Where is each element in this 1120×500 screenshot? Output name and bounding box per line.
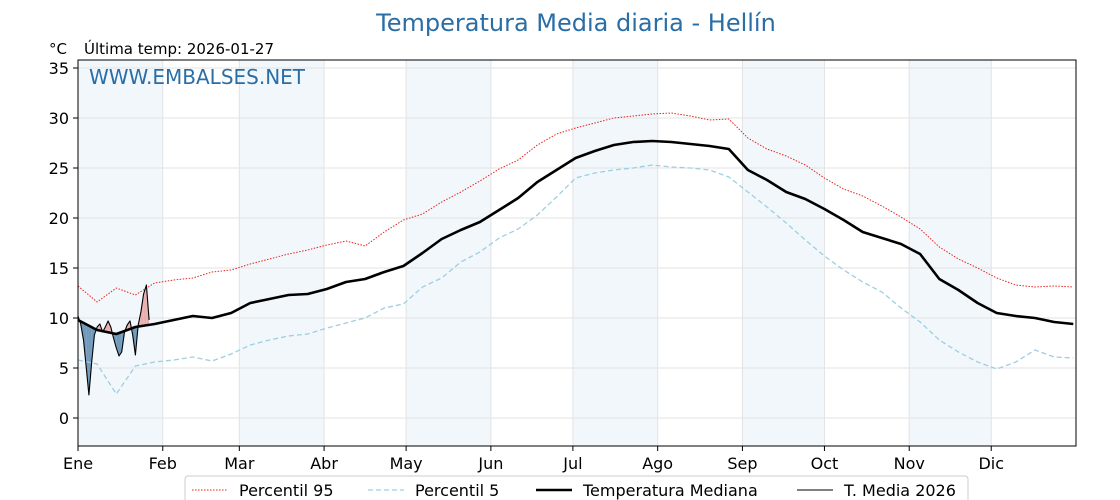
legend: Percentil 95 Percentil 5 Temperatura Media…	[184, 475, 969, 500]
anomaly-fill-warm	[127, 321, 130, 330]
series-lines	[77, 112, 1074, 396]
anomaly-fill-warm	[143, 285, 147, 326]
anomaly-fill-warm	[105, 321, 109, 333]
series-line-t-media-2026	[77, 284, 150, 396]
y-tick-label: 30	[49, 109, 69, 128]
x-tick-label: Jul	[562, 454, 582, 473]
series-line-percentil-5	[77, 164, 1074, 396]
x-tick-label: Dic	[978, 454, 1004, 473]
y-tick-label: 25	[49, 159, 69, 178]
y-tick-label: 15	[49, 259, 69, 278]
y-tick-label: 0	[59, 409, 69, 428]
legend-label: Percentil 5	[415, 481, 499, 500]
x-tick-label: Mar	[224, 454, 255, 473]
watermark: WWW.EMBALSES.NET	[89, 65, 306, 89]
x-tick-label: Ago	[642, 454, 673, 473]
x-tick-label: Abr	[310, 454, 338, 473]
y-tick-label: 5	[59, 359, 69, 378]
anomaly-fill-cold	[86, 324, 89, 395]
y-axis: 0 5 10 15 20 25 30 35	[49, 59, 78, 428]
plot-area	[77, 59, 1077, 447]
x-tick-label: Feb	[149, 454, 177, 473]
x-tick-label: May	[390, 454, 423, 473]
unit-label: °C	[49, 40, 67, 58]
legend-label: T. Media 2026	[843, 481, 956, 500]
legend-label: Temperatura Mediana	[582, 481, 758, 500]
y-tick-label: 10	[49, 309, 69, 328]
last-temp-label: Última temp: 2026-01-27	[84, 39, 274, 58]
x-tick-label: Oct	[811, 454, 839, 473]
series-line-temperatura-mediana	[77, 139, 1074, 336]
x-tick-label: Sep	[727, 454, 757, 473]
x-tick-label: Ene	[63, 454, 93, 473]
month-bands	[78, 60, 992, 446]
x-tick-label: Jun	[477, 454, 503, 473]
y-tick-label: 20	[49, 209, 69, 228]
month-band	[78, 60, 163, 446]
x-axis: Ene Feb Mar Abr May Jun Jul Ago Sep Oct Nov Dic	[63, 446, 1004, 473]
grid	[77, 60, 1076, 446]
anomaly-fill-cold	[116, 333, 120, 356]
plot-border	[77, 59, 1077, 447]
anomaly-fill-cold	[88, 325, 92, 395]
anomaly-fill-warm	[108, 321, 111, 333]
legend-label: Percentil 95	[239, 481, 334, 500]
month-band	[909, 60, 992, 446]
chart-title: Temperatura Media diaria - Hellín	[375, 9, 776, 37]
anomaly-fill-cold	[119, 332, 122, 356]
legend-box	[184, 475, 969, 500]
month-band	[239, 60, 325, 446]
series-line-percentil-95	[77, 112, 1074, 303]
month-band	[572, 60, 658, 446]
y-tick-label: 35	[49, 59, 69, 78]
month-band	[742, 60, 825, 446]
x-tick-label: Nov	[894, 454, 925, 473]
